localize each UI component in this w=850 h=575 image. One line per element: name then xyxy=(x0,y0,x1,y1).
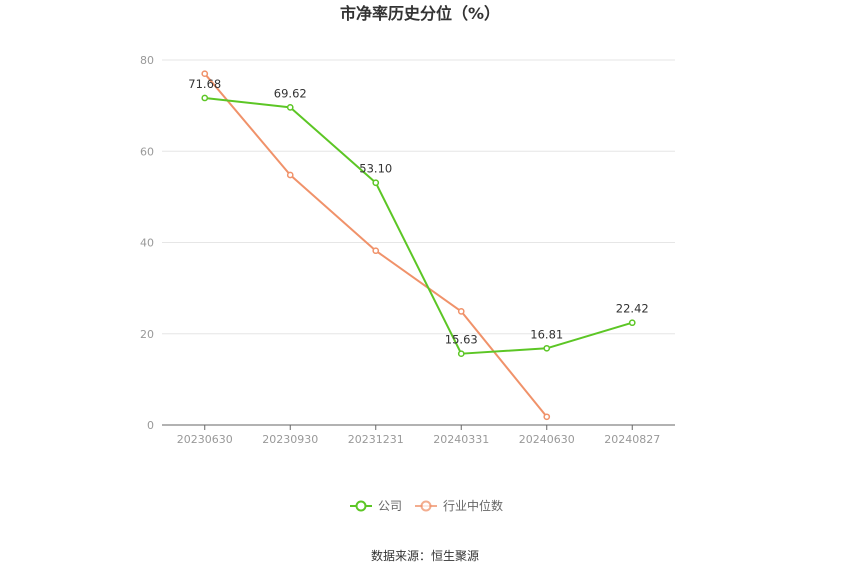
series-company: 71.68 69.62 53.10 15.63 16.81 22.42 xyxy=(188,77,649,358)
y-tick-label: 80 xyxy=(140,54,154,67)
data-label: 22.42 xyxy=(616,302,649,316)
x-tick-label: 20240827 xyxy=(604,433,660,446)
chart-title: 市净率历史分位（%） xyxy=(340,4,500,23)
grid-lines xyxy=(162,59,675,335)
x-axis: 20230630 20230930 20231231 20240331 20240630… xyxy=(162,424,675,446)
data-point[interactable] xyxy=(457,350,465,358)
legend-item-industry-median[interactable]: 行业中位数 xyxy=(415,498,503,513)
data-point[interactable] xyxy=(372,179,380,187)
data-point[interactable] xyxy=(543,344,551,352)
data-point[interactable] xyxy=(286,104,294,111)
x-tick-label: 20230630 xyxy=(177,433,233,446)
y-axis: 0 20 40 60 80 xyxy=(140,54,154,432)
y-tick-label: 40 xyxy=(140,237,154,250)
legend-item-company[interactable]: 公司 xyxy=(350,499,402,513)
data-label: 53.10 xyxy=(359,162,392,176)
legend-swatch-marker xyxy=(355,500,367,512)
data-point[interactable] xyxy=(457,308,465,315)
y-tick-label: 20 xyxy=(140,328,154,341)
data-label: 69.62 xyxy=(274,86,307,100)
y-tick-label: 0 xyxy=(147,419,154,432)
data-label: 71.68 xyxy=(188,77,221,91)
x-tick-label: 20231231 xyxy=(348,433,404,446)
source-note: 数据来源：恒生聚源 xyxy=(371,548,479,563)
series-line xyxy=(204,96,633,355)
legend: 公司 行业中位数 xyxy=(350,498,503,513)
data-point[interactable] xyxy=(372,247,380,255)
series-line xyxy=(203,73,548,418)
y-tick-label: 60 xyxy=(140,145,154,158)
legend-label: 公司 xyxy=(378,499,402,513)
x-tick-label: 20240331 xyxy=(433,433,489,446)
data-point[interactable] xyxy=(286,171,294,179)
x-tick-label: 20230930 xyxy=(262,433,318,446)
data-point[interactable] xyxy=(628,319,636,327)
series-layer: 71.68 69.62 53.10 15.63 16.81 22.42 xyxy=(188,70,649,421)
legend-swatch-marker xyxy=(420,500,432,512)
x-tick-label: 20240630 xyxy=(519,433,575,446)
data-point[interactable] xyxy=(201,70,209,78)
data-label: 15.63 xyxy=(445,333,478,347)
series-industry-median xyxy=(201,70,551,421)
data-point[interactable] xyxy=(201,94,209,102)
data-point[interactable] xyxy=(543,413,551,421)
legend-label: 行业中位数 xyxy=(443,498,503,513)
data-label: 16.81 xyxy=(530,327,563,341)
